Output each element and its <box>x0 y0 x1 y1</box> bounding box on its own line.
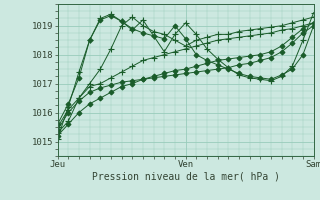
X-axis label: Pression niveau de la mer( hPa ): Pression niveau de la mer( hPa ) <box>92 172 280 182</box>
